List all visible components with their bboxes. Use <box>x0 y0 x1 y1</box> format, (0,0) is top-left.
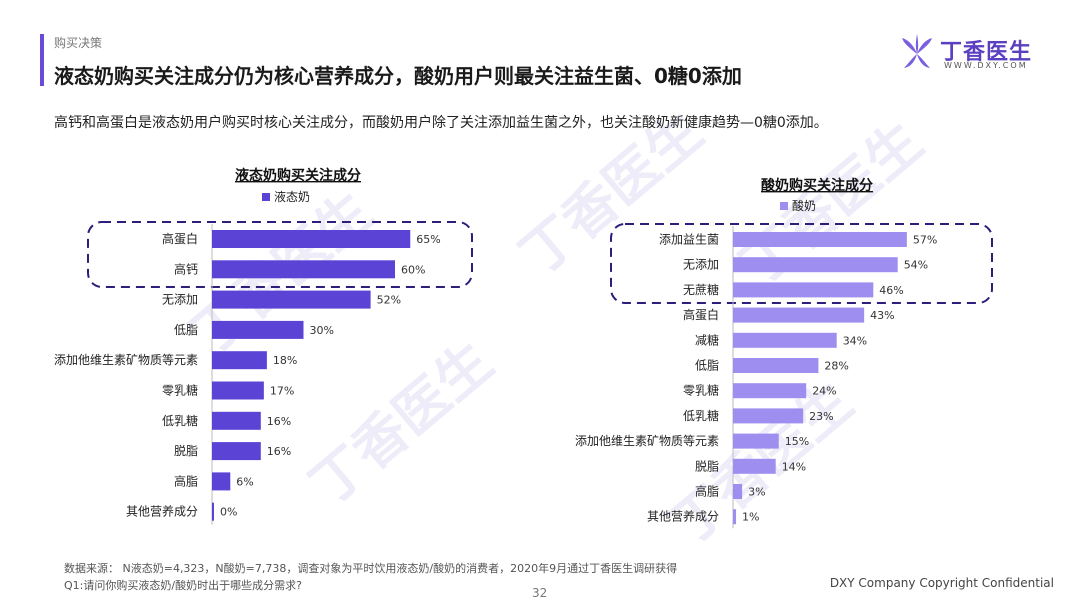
title-accent-bar <box>40 34 44 86</box>
category-label: 添加益生菌 <box>659 233 719 247</box>
bar <box>212 381 264 400</box>
data-label: 16% <box>267 415 291 428</box>
bar <box>733 282 874 298</box>
legend-label: 液态奶 <box>274 189 310 204</box>
dxy-logo: 丁香医生 WWW.DXY.COM <box>900 34 1040 74</box>
legend-swatch <box>262 193 270 201</box>
highlight-box <box>87 221 473 288</box>
category-label: 无蔗糖 <box>683 282 719 297</box>
data-label: 16% <box>267 445 291 458</box>
data-source-note: 数据来源： N液态奶=4,323，N酸奶=7,738，调查对象为平时饮用液态奶/… <box>64 562 678 575</box>
category-label: 无添加 <box>683 258 719 272</box>
data-label: 28% <box>824 360 848 373</box>
data-label: 17% <box>270 385 294 398</box>
bar <box>212 472 231 491</box>
category-label: 高钙 <box>174 261 198 276</box>
legend-label: 酸奶 <box>792 198 816 213</box>
category-label: 无添加 <box>162 293 198 307</box>
data-label: 23% <box>809 410 833 423</box>
data-label: 15% <box>785 435 809 448</box>
bar <box>733 433 779 449</box>
data-label: 24% <box>812 385 836 398</box>
bar <box>733 408 804 424</box>
highlight-box <box>610 223 993 304</box>
category-label: 高脂 <box>695 484 719 499</box>
bar <box>733 458 776 474</box>
page-subtitle: 高钙和高蛋白是液态奶用户购买时核心关注成分，而酸奶用户除了关注添加益生菌之外，也… <box>54 115 828 131</box>
data-label: 18% <box>273 354 297 367</box>
category-label: 高脂 <box>174 473 198 488</box>
data-label: 1% <box>742 511 759 524</box>
category-label: 低乳糖 <box>162 413 198 428</box>
data-label: 46% <box>879 284 903 297</box>
page-title: 液态奶购买关注成分仍为核心营养成分，酸奶用户则最关注益生菌、0糖0添加 <box>54 64 742 88</box>
bar <box>212 411 261 430</box>
lilac-flower-icon <box>902 34 932 68</box>
category-label: 低脂 <box>174 322 198 337</box>
bar <box>212 320 304 339</box>
category-label: 高蛋白 <box>683 307 719 322</box>
data-label: 0% <box>220 506 237 519</box>
category-label: 零乳糖 <box>683 383 719 398</box>
bar <box>733 358 819 373</box>
chart-title: 液态奶购买关注成分 <box>235 167 361 184</box>
bar <box>733 332 837 348</box>
bar <box>733 257 898 273</box>
bar <box>733 232 907 247</box>
category-label: 低脂 <box>695 358 719 373</box>
copyright: DXY Company Copyright Confidential <box>829 576 1054 590</box>
category-label: 添加他维生素矿物质等元素 <box>54 353 198 367</box>
bar <box>212 351 267 370</box>
data-label: 60% <box>401 263 425 276</box>
category-label: 其他营养成分 <box>647 509 719 524</box>
category-label: 低乳糖 <box>683 408 719 423</box>
data-label: 43% <box>870 309 894 322</box>
data-label: 52% <box>377 294 401 307</box>
data-label: 57% <box>913 234 937 247</box>
bar <box>212 290 371 309</box>
data-label: 14% <box>782 460 806 473</box>
category-label: 高蛋白 <box>162 231 198 246</box>
data-label: 54% <box>904 259 928 272</box>
bar <box>733 307 865 323</box>
page-number: 32 <box>532 586 548 600</box>
data-label: 3% <box>748 486 765 499</box>
category-label: 脱脂 <box>695 458 719 473</box>
data-label: 6% <box>236 475 253 488</box>
bar <box>733 509 737 525</box>
chart-title: 酸奶购买关注成分 <box>761 177 873 194</box>
category-label: 零乳糖 <box>162 383 198 398</box>
bar <box>733 383 807 399</box>
category-label: 添加他维生素矿物质等元素 <box>575 434 719 448</box>
bar <box>212 502 214 521</box>
category-label: 脱脂 <box>174 443 198 458</box>
legend-swatch <box>780 202 788 210</box>
category-label: 其他营养成分 <box>126 504 198 519</box>
data-label: 65% <box>416 233 440 246</box>
question-note: Q1:请问你购买液态奶/酸奶时出于哪些成分需求? <box>64 579 302 592</box>
category-label: 减糖 <box>695 332 719 347</box>
bar <box>733 484 743 499</box>
bar <box>212 230 411 248</box>
bar <box>212 260 395 279</box>
bar <box>212 442 261 461</box>
section-label: 购买决策 <box>54 36 103 50</box>
logo-url: WWW.DXY.COM <box>944 61 1028 70</box>
data-label: 34% <box>843 334 867 347</box>
logo-name: 丁香医生 <box>940 40 1033 65</box>
data-label: 30% <box>310 324 334 337</box>
